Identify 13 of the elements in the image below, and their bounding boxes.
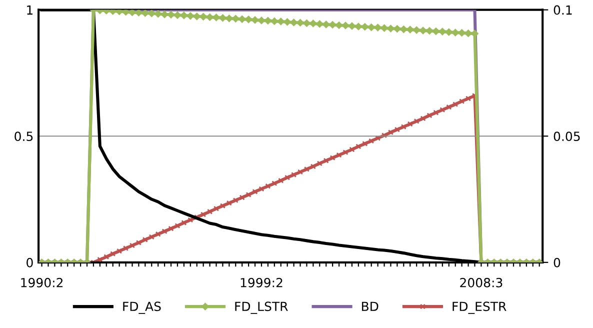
y2-tick-label: 0 (554, 258, 560, 268)
y2-tick-label: 0.1 (554, 5, 572, 15)
y2-tick-label: 0.05 (554, 132, 580, 142)
x-tick-label: 1999:2 (240, 278, 282, 288)
legend-label: FD_ESTR (452, 302, 506, 314)
y-tick-label: 0.5 (14, 132, 33, 142)
legend-label: FD_LSTR (235, 302, 288, 314)
legend-label: BD (362, 302, 378, 311)
y-tick-label: 1 (27, 5, 33, 15)
x-tick-label: 1990:2 (21, 278, 63, 288)
x-tick-label: 2008:3 (460, 278, 502, 288)
y-tick-label: 0 (26, 258, 33, 268)
legend-label: FD_AS (123, 302, 161, 314)
